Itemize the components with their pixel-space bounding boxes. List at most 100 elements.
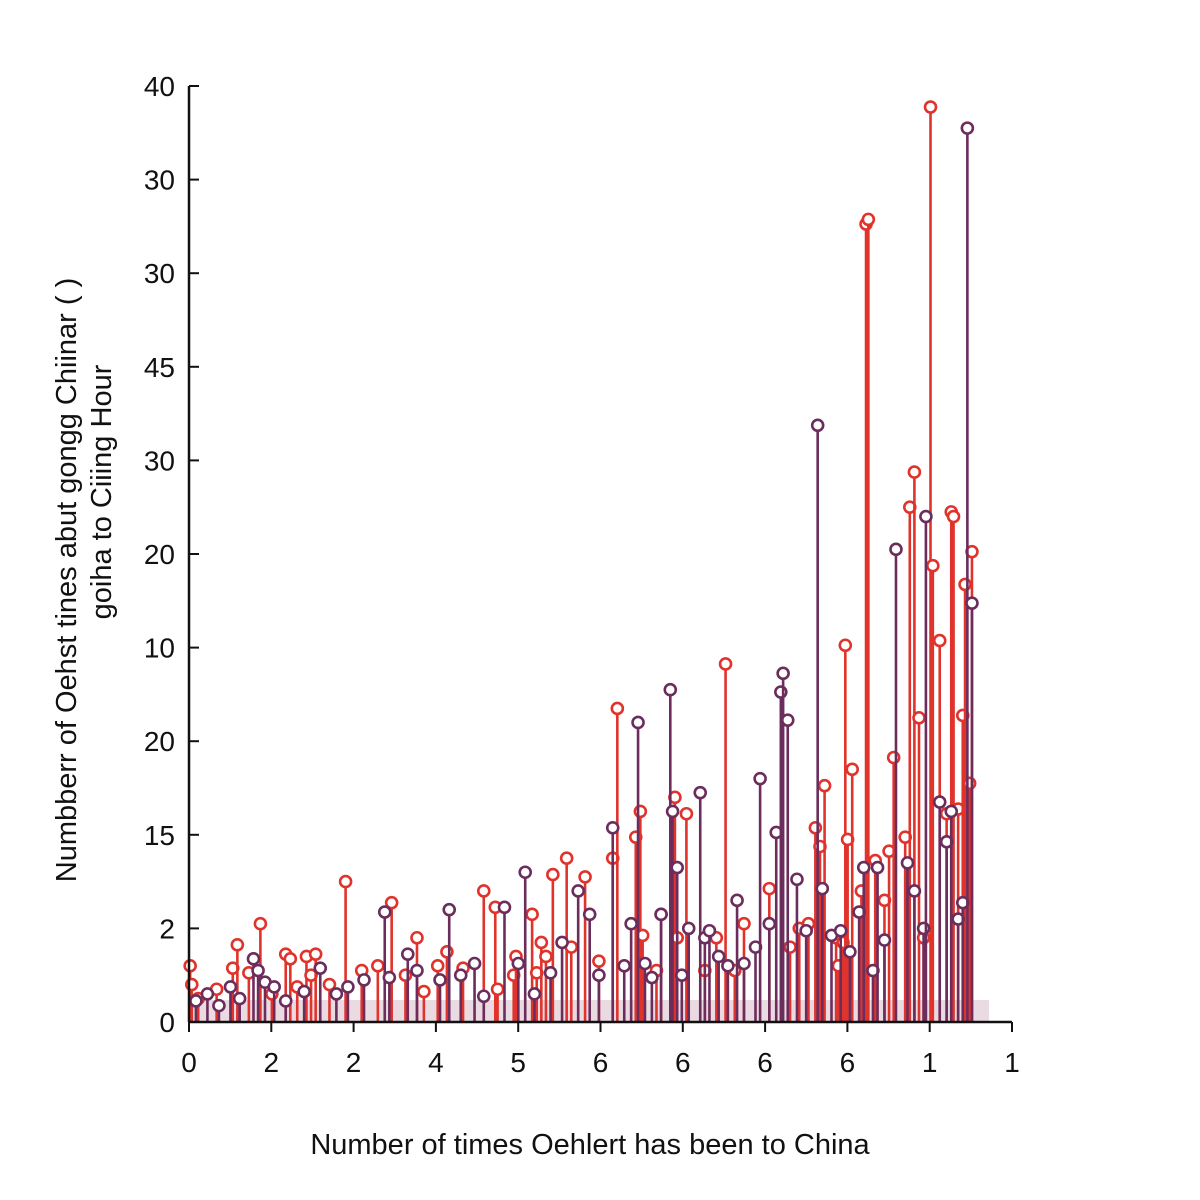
lollipop-point <box>645 970 659 985</box>
lollipop-point <box>555 935 569 950</box>
lollipop-point <box>960 121 975 135</box>
x-tick-label: 2 <box>264 1047 280 1078</box>
lollipop-point <box>490 982 505 997</box>
lollipop-point <box>958 577 972 592</box>
lollipop-point <box>843 944 857 959</box>
lollipop-point <box>582 907 597 922</box>
lollipop-point <box>774 685 788 699</box>
x-tick-label: 6 <box>593 1047 609 1078</box>
lollipop-point <box>923 100 938 114</box>
lollipop-point <box>907 465 922 479</box>
y-tick-label: 45 <box>144 352 175 383</box>
lollipop-point <box>232 991 247 1006</box>
lollipop-point <box>856 860 871 875</box>
lollipop-point <box>810 418 825 433</box>
lollipop-point <box>283 952 298 966</box>
lollipop-point <box>371 959 385 973</box>
lollipop-point <box>889 542 903 557</box>
lollipop-point <box>886 750 901 765</box>
lollipop-point <box>762 916 777 931</box>
lollipop-point <box>212 998 226 1013</box>
y-axis-title-line2: goiha to Ciiing Hour <box>86 364 118 619</box>
lollipop-point <box>932 633 947 648</box>
lollipop-point <box>654 907 668 922</box>
lollipop-point <box>377 905 392 919</box>
lollipop-point <box>944 804 959 819</box>
lollipop-point <box>410 930 424 945</box>
lollipop-point <box>711 949 726 964</box>
lollipop-point <box>398 968 413 983</box>
y-axis-title-line1: Numbberr of Oehst tines abut gongg Chiin… <box>51 278 83 882</box>
lollipop-point <box>223 980 238 994</box>
lollipop-point <box>476 884 491 898</box>
lollipop-point <box>246 952 261 966</box>
lollipop-point <box>605 820 620 835</box>
lollipop-point <box>610 701 625 716</box>
lollipop-point <box>845 762 860 777</box>
lollipop-point <box>467 956 482 971</box>
x-tick-label: 1 <box>1004 1047 1020 1078</box>
x-axis-title: Number of times Oehlert has been to Chin… <box>310 1129 870 1161</box>
y-tick-label: 30 <box>144 165 175 196</box>
lollipop-point <box>817 778 832 793</box>
y-tick-label: 2 <box>159 913 175 944</box>
lollipop-point <box>932 795 947 809</box>
lollipop-point <box>808 820 823 835</box>
lollipop-point <box>900 856 915 870</box>
x-tick-label: 1 <box>922 1047 938 1078</box>
lollipop-point <box>675 968 689 983</box>
lollipop-point <box>946 509 961 524</box>
lollipop-point <box>965 596 979 610</box>
lollipop-point <box>663 682 678 697</box>
lollipop-point <box>497 900 512 915</box>
x-tick-label: 0 <box>181 1047 197 1078</box>
lollipop-point <box>189 994 203 1008</box>
lollipop-point <box>433 973 447 987</box>
lollipop-point <box>718 657 733 671</box>
lollipop-point <box>525 907 539 922</box>
x-tick-label: 4 <box>428 1047 444 1078</box>
y-tick-label: 0 <box>159 1007 175 1038</box>
y-tick-label: 40 <box>144 71 175 102</box>
lollipop-point <box>200 987 215 1001</box>
lollipop-point <box>278 994 293 1008</box>
lollipop-point <box>527 987 542 1001</box>
lollipop-point <box>400 947 415 961</box>
lollipop-point <box>534 935 549 950</box>
lollipop-point <box>638 956 652 971</box>
lollipop-point <box>440 944 454 959</box>
lollipop-point <box>916 921 931 936</box>
lollipop-point <box>790 872 804 887</box>
lollipop-point <box>322 977 337 992</box>
lollipop-point <box>297 984 311 999</box>
lollipop-point <box>670 860 685 875</box>
lollipop-point <box>753 771 767 786</box>
lollipop-point <box>546 867 560 882</box>
lollipop-point <box>907 884 922 898</box>
lollipop-point <box>453 968 468 983</box>
lollipop-point <box>476 989 491 1004</box>
lollipop-point <box>338 874 353 889</box>
lollipop-point <box>665 804 680 819</box>
lollipop-point <box>543 966 558 980</box>
lollipop-point <box>730 893 744 908</box>
lollipop-point <box>251 963 265 978</box>
lollipop-point <box>919 509 933 524</box>
lollipop-point <box>681 921 696 936</box>
y-tick-label: 30 <box>144 445 175 476</box>
lollipop-point <box>762 881 777 896</box>
lollipop-point <box>624 916 638 931</box>
lollipop-point <box>267 980 282 994</box>
lollipop-point <box>838 638 853 653</box>
lollipop-point <box>737 956 751 971</box>
y-tick-label: 20 <box>144 726 175 757</box>
lollipop-point <box>384 895 399 910</box>
lollipop-point <box>382 970 397 985</box>
lollipop-point <box>313 961 328 975</box>
lollipop-point <box>617 959 632 973</box>
lollipop-point <box>912 710 926 725</box>
x-tick-label: 6 <box>840 1047 856 1078</box>
x-tick-label: 2 <box>346 1047 362 1078</box>
lollipop-point <box>592 968 606 983</box>
lollipop-point <box>559 851 574 866</box>
